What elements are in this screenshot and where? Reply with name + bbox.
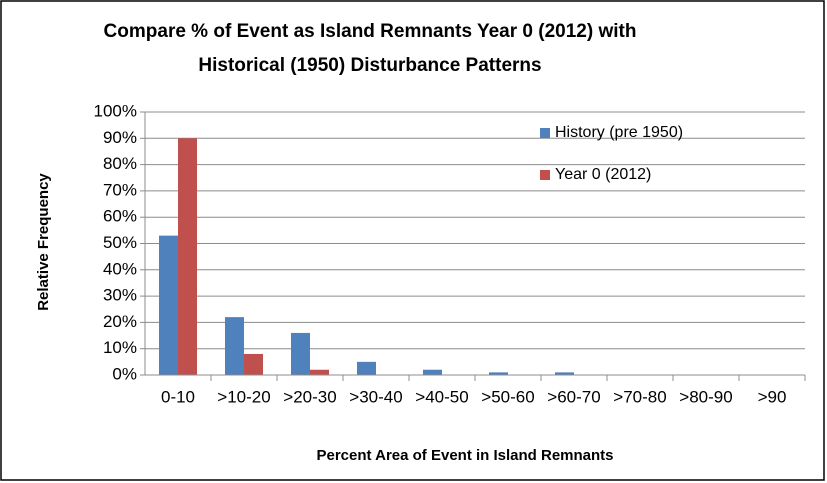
y-tick-label: 80% [103, 154, 137, 173]
y-tick-label: 60% [103, 207, 137, 226]
bar [555, 372, 574, 375]
bar [423, 369, 442, 375]
y-tick-label: 20% [103, 312, 137, 331]
y-tick-label: 0% [112, 364, 137, 383]
bar [310, 369, 329, 375]
bar [489, 372, 508, 375]
bar [291, 332, 310, 375]
x-tick-label: >30-40 [349, 387, 402, 406]
x-tick-label: >60-70 [547, 387, 600, 406]
y-tick-label: 40% [103, 259, 137, 278]
legend-swatch [540, 170, 550, 180]
y-tick-label: 50% [103, 233, 137, 252]
y-tick-label: 100% [94, 101, 137, 120]
x-tick-label: >40-50 [415, 387, 468, 406]
x-tick-label: 0-10 [161, 387, 195, 406]
chart-title: Historical (1950) Disturbance Patterns [198, 55, 541, 76]
x-tick-label: >90 [758, 387, 787, 406]
y-tick-label: 70% [103, 180, 137, 199]
bar [178, 138, 197, 375]
x-tick-label: >50-60 [481, 387, 534, 406]
y-tick-label: 30% [103, 286, 137, 305]
bar [244, 353, 263, 375]
y-axis-title: Relative Frequency [35, 173, 52, 311]
x-tick-label: >20-30 [283, 387, 336, 406]
legend-swatch [540, 128, 550, 138]
bar [357, 361, 376, 375]
y-tick-label: 90% [103, 128, 137, 147]
x-tick-label: >10-20 [217, 387, 270, 406]
y-tick-label: 10% [103, 338, 137, 357]
bar [159, 235, 178, 375]
legend-label: Year 0 (2012) [555, 166, 651, 183]
x-tick-label: >70-80 [613, 387, 666, 406]
bar [225, 317, 244, 375]
legend-label: History (pre 1950) [555, 124, 683, 141]
x-axis-title: Percent Area of Event in Island Remnants [316, 447, 613, 464]
chart-title: Compare % of Event as Island Remnants Ye… [104, 21, 637, 42]
x-tick-label: >80-90 [679, 387, 732, 406]
